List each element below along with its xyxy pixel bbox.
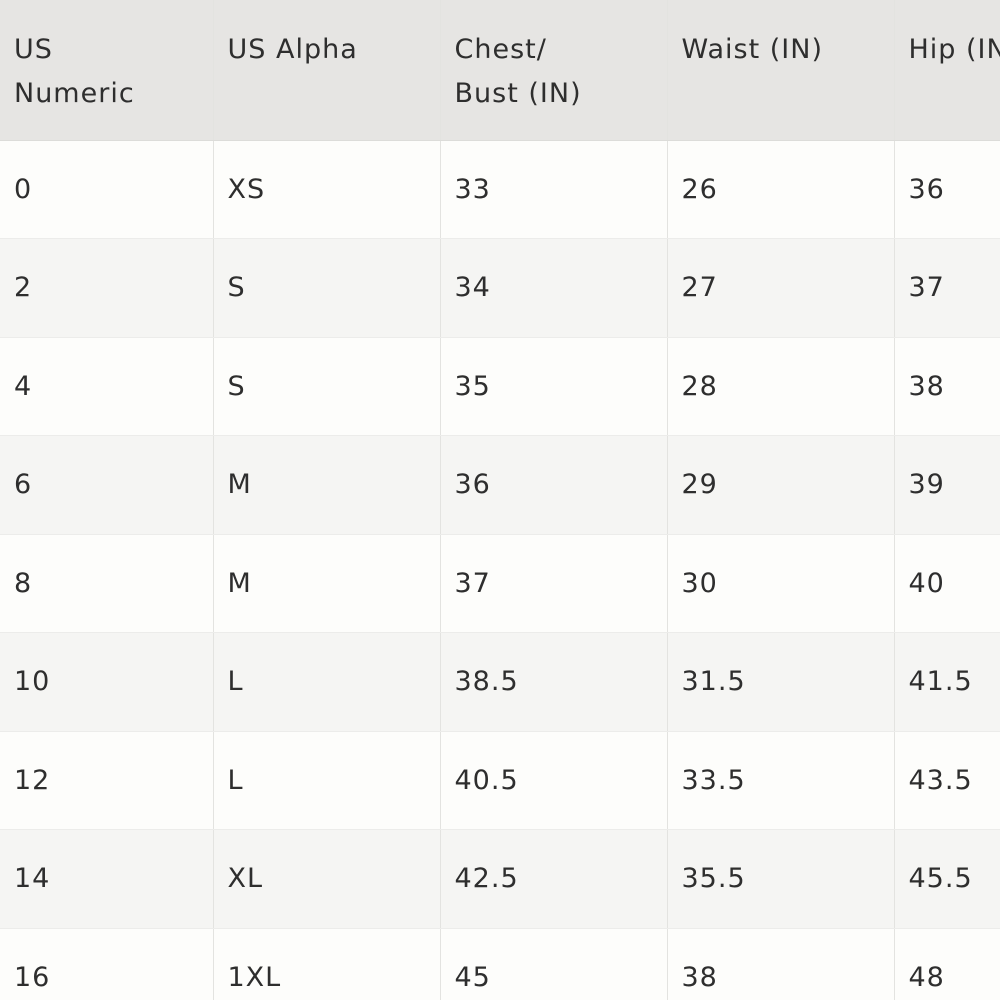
table-cell: 45.5 [894,829,1000,929]
column-header: US Alpha [213,0,441,141]
table-cell: 12 [0,731,214,830]
table-cell: S [213,238,441,338]
table-cell: 33.5 [667,731,895,830]
table-cell: 34 [440,238,668,338]
table-cell: 35.5 [667,829,895,929]
column-header: Waist (IN) [667,0,895,141]
table-cell: L [213,632,441,732]
table-row: 6 M 36 29 39 [0,435,1000,535]
table-cell: 40 [894,534,1000,633]
table-cell: 30 [667,534,895,633]
header-row: US Numeric US Alpha Chest/ Bust (IN) Waist … [0,0,1000,141]
table-cell: 39 [894,435,1000,535]
table-row: 4 S 35 28 38 [0,337,1000,436]
table-cell: 36 [894,140,1000,239]
table-cell: 16 [0,928,214,1000]
table-cell: 26 [667,140,895,239]
table-cell: 38 [667,928,895,1000]
table-cell: 29 [667,435,895,535]
table-row: 16 1XL 45 38 48 [0,928,1000,1000]
table-cell: S [213,337,441,436]
table-cell: 48 [894,928,1000,1000]
table-cell: 8 [0,534,214,633]
table-cell: 45 [440,928,668,1000]
table-cell: 41.5 [894,632,1000,732]
table-row: 14 XL 42.5 35.5 45.5 [0,829,1000,929]
table-cell: 40.5 [440,731,668,830]
table-cell: 0 [0,140,214,239]
table-cell: 27 [667,238,895,338]
table-cell: 28 [667,337,895,436]
table-cell: L [213,731,441,830]
table-cell: M [213,435,441,535]
table-cell: 35 [440,337,668,436]
table-cell: 4 [0,337,214,436]
table-cell: 10 [0,632,214,732]
table-cell: 1XL [213,928,441,1000]
column-header: Hip (IN) [894,0,1000,141]
table-cell: 37 [894,238,1000,338]
table-cell: 43.5 [894,731,1000,830]
table-cell: 36 [440,435,668,535]
table-cell: 33 [440,140,668,239]
table-cell: 42.5 [440,829,668,929]
table-cell: 2 [0,238,214,338]
table-cell: M [213,534,441,633]
table-cell: 31.5 [667,632,895,732]
table-cell: 14 [0,829,214,929]
table-row: 8 M 37 30 40 [0,534,1000,633]
table-row: 2 S 34 27 37 [0,238,1000,338]
table-cell: 38.5 [440,632,668,732]
table-cell: 37 [440,534,668,633]
table-cell: XL [213,829,441,929]
table-cell: 6 [0,435,214,535]
table-row: 10 L 38.5 31.5 41.5 [0,632,1000,732]
table-cell: 38 [894,337,1000,436]
table-cell: XS [213,140,441,239]
column-header: Chest/ Bust (IN) [440,0,668,141]
column-header: US Numeric [0,0,214,141]
table-row: 0 XS 33 26 36 [0,140,1000,239]
table-row: 12 L 40.5 33.5 43.5 [0,731,1000,830]
